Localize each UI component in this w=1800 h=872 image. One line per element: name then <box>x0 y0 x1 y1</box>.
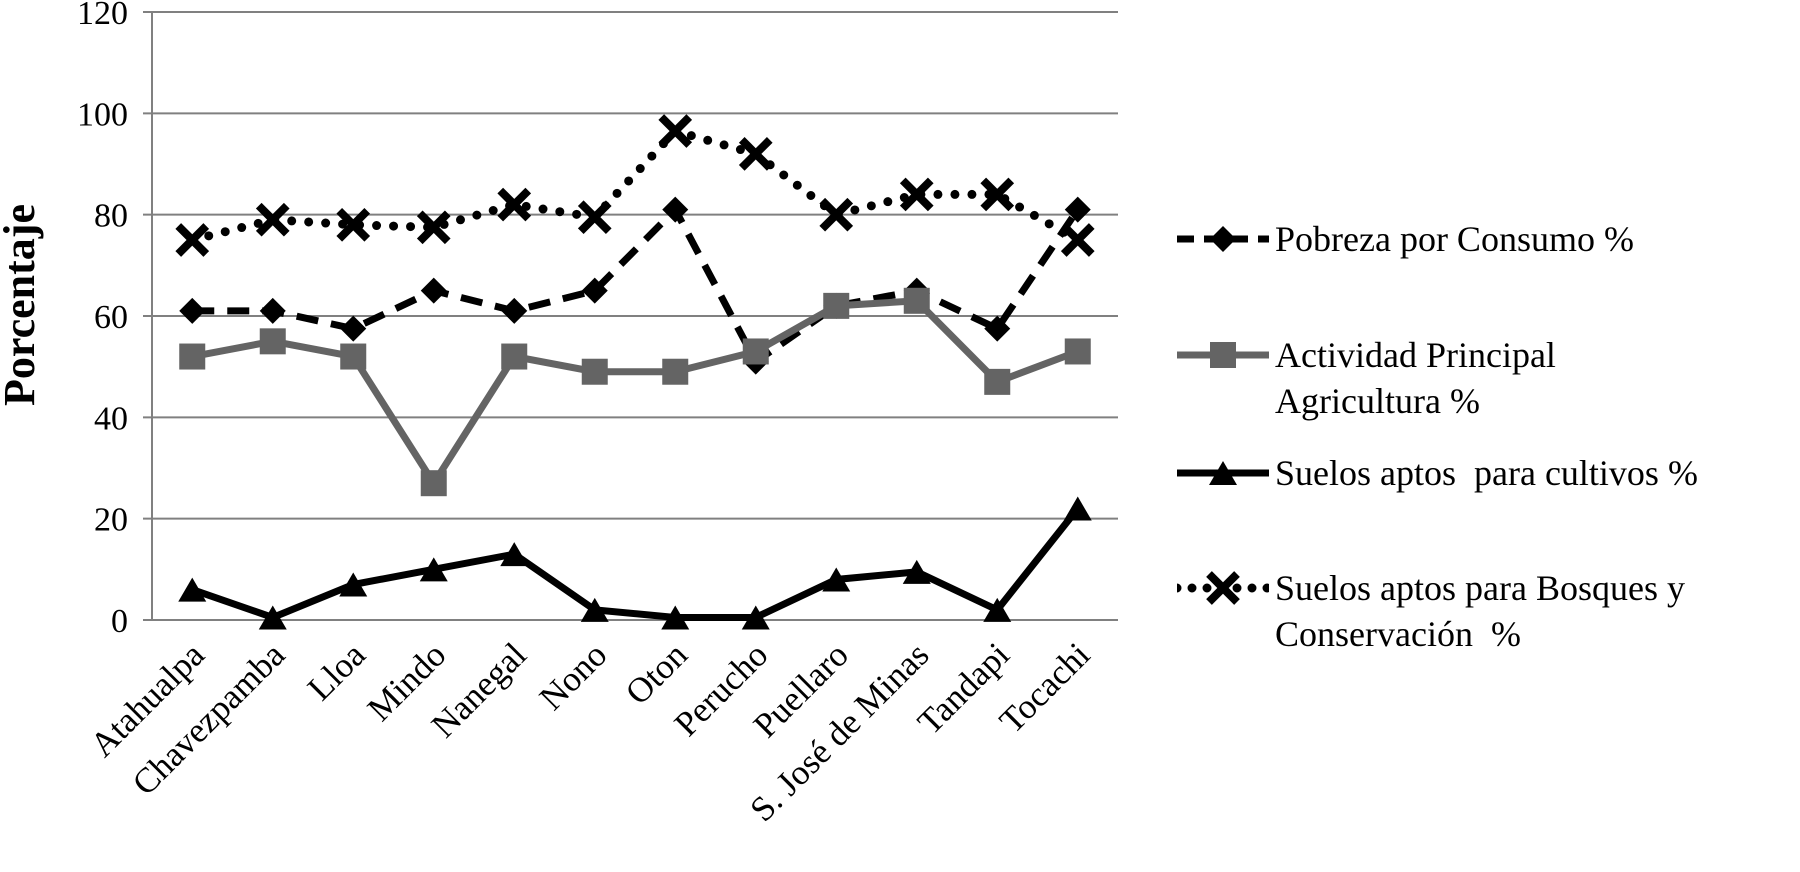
triangle-marker <box>983 597 1012 622</box>
series-line <box>192 203 1081 367</box>
triangle-marker <box>902 559 931 584</box>
y-axis-title: Porcentaje <box>0 204 44 406</box>
series-line <box>187 125 1083 245</box>
x-marker <box>336 207 371 242</box>
y-axis-tick-label: 20 <box>94 502 128 539</box>
triangle-marker <box>661 605 690 630</box>
square-marker <box>340 343 367 370</box>
triangle-marker <box>822 567 851 592</box>
triangle-marker <box>500 542 529 567</box>
data-series <box>175 114 1095 630</box>
x-axis-label: Tocachi <box>992 635 1098 741</box>
diamond-marker <box>1064 196 1091 223</box>
square-marker <box>903 287 930 314</box>
x-axis-label: Tandapi <box>910 635 1017 742</box>
square-marker <box>1064 338 1091 365</box>
square-marker <box>420 470 447 497</box>
triangle-marker <box>580 597 609 622</box>
x-marker <box>980 177 1015 212</box>
series-actividad-principal-agricultura <box>179 287 1091 497</box>
square-marker <box>662 358 689 385</box>
y-axis-tick-label: 80 <box>94 198 128 235</box>
x-marker <box>577 200 612 235</box>
y-axis-tick-labels: 0 20 40 60 80 100 120 <box>77 0 128 640</box>
y-axis-tick-label: 120 <box>77 0 128 32</box>
x-axis-label: Lloa <box>300 635 373 708</box>
series-suelos-aptos-para-bosques-y-conservaci-n <box>175 114 1095 257</box>
square-marker <box>179 343 206 370</box>
x-marker <box>497 187 532 222</box>
diamond-marker <box>259 297 286 324</box>
y-axis-tick-label: 0 <box>111 603 128 640</box>
triangle-marker <box>419 557 448 582</box>
x-marker <box>1060 223 1095 257</box>
triangle-marker <box>258 605 287 630</box>
series-suelos-aptos-para-cultivos <box>178 496 1092 630</box>
y-axis-tick-label: 100 <box>77 96 128 133</box>
x-marker <box>255 202 290 237</box>
diamond-marker <box>984 315 1011 342</box>
x-marker <box>738 137 773 171</box>
triangle-marker <box>178 577 207 602</box>
y-axis-tick-label: 40 <box>94 400 128 437</box>
x-marker <box>819 197 854 232</box>
square-marker <box>823 292 850 319</box>
series-line <box>191 506 1081 622</box>
x-marker <box>416 210 451 245</box>
square-marker <box>742 338 769 365</box>
triangle-marker <box>1063 496 1092 521</box>
triangle-marker <box>339 572 368 597</box>
x-marker <box>899 177 934 212</box>
square-marker <box>581 358 608 385</box>
diamond-marker <box>420 277 447 304</box>
square-marker <box>501 343 528 370</box>
x-axis-label: Nono <box>532 635 615 718</box>
x-marker <box>658 114 693 148</box>
diamond-marker <box>662 196 689 223</box>
triangle-marker <box>741 605 770 630</box>
square-marker <box>984 368 1011 395</box>
y-axis-tick-label: 60 <box>94 299 128 336</box>
diamond-marker <box>340 315 367 342</box>
series-line <box>191 297 1079 490</box>
diamond-marker <box>501 297 528 324</box>
diamond-marker <box>581 277 608 304</box>
x-marker <box>175 223 210 257</box>
diamond-marker <box>179 297 206 324</box>
square-marker <box>259 328 286 355</box>
gridlines <box>143 11 1118 621</box>
